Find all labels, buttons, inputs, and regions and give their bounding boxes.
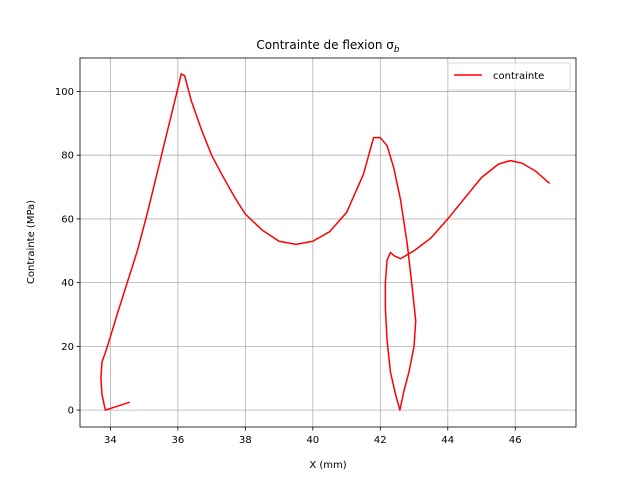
y-tick-label: 80 xyxy=(61,151,74,162)
grid-lines xyxy=(80,58,576,427)
legend-box xyxy=(447,62,571,91)
y-tick-label: 0 xyxy=(68,406,74,417)
plot-frame xyxy=(79,57,577,428)
y-tick-label: 40 xyxy=(61,278,74,289)
x-tick-label: 42 xyxy=(374,435,387,446)
y-axis-label: Contrainte (MPa) xyxy=(26,200,37,284)
y-axis-ticks: 0 20 40 60 80 100 xyxy=(55,87,80,417)
chart-title-main: Contrainte de flexion σ xyxy=(256,38,394,52)
x-tick-label: 36 xyxy=(171,435,184,446)
legend: contrainte xyxy=(447,62,571,91)
x-axis-ticks: 34 36 38 40 42 44 46 xyxy=(104,427,522,446)
series-layer xyxy=(100,73,551,411)
x-tick-label: 38 xyxy=(239,435,252,446)
chart-title: Contrainte de flexion σb xyxy=(256,38,400,55)
y-tick-label: 100 xyxy=(55,87,74,98)
legend-label: contrainte xyxy=(493,71,544,82)
plot-area xyxy=(80,58,576,427)
y-tick-label: 60 xyxy=(61,214,74,225)
x-tick-label: 34 xyxy=(104,435,117,446)
chart-title-subscript: b xyxy=(394,45,400,55)
x-tick-label: 40 xyxy=(306,435,319,446)
series-line-contrainte xyxy=(100,73,551,411)
x-tick-label: 44 xyxy=(441,435,454,446)
x-axis-label: X (mm) xyxy=(309,460,346,471)
y-tick-label: 20 xyxy=(61,342,74,353)
x-tick-label: 46 xyxy=(509,435,522,446)
